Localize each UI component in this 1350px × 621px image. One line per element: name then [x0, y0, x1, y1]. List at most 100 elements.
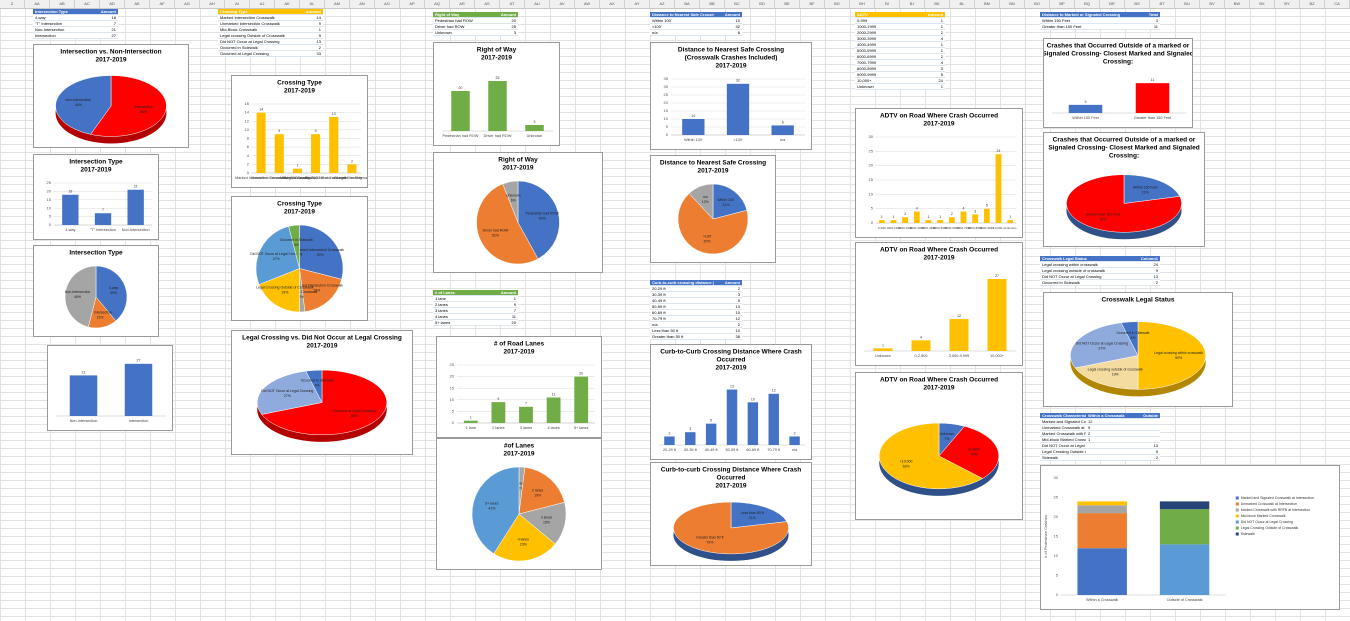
chart-title: 2017-2019 — [502, 165, 533, 172]
chart-panel: Distance to Nearest Safe Crossing (Crossw… — [650, 42, 812, 150]
data-label: 12 — [957, 314, 961, 318]
column-header: AU — [525, 0, 550, 8]
chart-panel: Right of Way 2017-2019 Pedestrian had ROW 2… — [433, 42, 560, 146]
slice-label: Non-Intersection — [65, 98, 91, 102]
cell: 2 — [1155, 280, 1158, 285]
cell: Within 150 Feet — [1042, 18, 1071, 23]
cell: 10 — [735, 310, 740, 315]
cell: 24 — [1153, 262, 1158, 267]
table-row: Within 100' 10 — [650, 18, 742, 24]
cell: Legal crossing Outside of Crosswalk — [220, 33, 285, 38]
cell: 1 — [940, 42, 943, 47]
data-label: 9 — [278, 129, 280, 133]
data-label: 27 — [137, 359, 141, 363]
data-label: 1 — [939, 215, 941, 219]
data-label: 10 — [691, 114, 695, 118]
data-label: 1 — [893, 215, 895, 219]
x-tick-label: Unknown — [527, 134, 543, 138]
chart-title: Intersection Type — [69, 250, 123, 257]
chart: ADTV on Road Where Crash Occurred2017-20… — [864, 247, 1016, 358]
chart-title: Curb-to-Curb Crossing Distance Where Cra… — [660, 349, 802, 356]
table-row: Intersection 27 — [33, 33, 118, 39]
table-row: 6000-6999 2 — [855, 54, 945, 60]
column-header: BQ — [1075, 0, 1100, 8]
table-row: Marked and Signaled Crosswalk at Interse… — [1040, 419, 1160, 425]
legend-label: Marked and Signaled Crosswalk at Interse… — [1241, 496, 1314, 500]
cell: Non-Intersection — [35, 27, 65, 32]
chart-title: Crossing Type — [277, 201, 322, 208]
cell: 0-999 — [857, 18, 868, 23]
bar — [878, 220, 885, 223]
cell: Legal Crossing Outside of Crosswalk — [1042, 449, 1086, 454]
table-row: 1 lane 1 — [433, 296, 518, 302]
bar — [705, 423, 717, 445]
bar — [491, 402, 506, 423]
data-label: 2 — [351, 159, 353, 163]
x-tick-label: 20-29 ft — [663, 448, 677, 452]
column-header: BT — [1150, 0, 1175, 8]
slice-label: Legal Crossing Outside of Crosswalk — [256, 286, 314, 290]
bar — [995, 154, 1002, 223]
x-tick-label: Within a Crosswalk — [1086, 598, 1118, 602]
chart: Curb-to-curb Crossing Distance Where Cra… — [661, 467, 801, 561]
cell: 20 — [511, 320, 516, 325]
slice-label: Unmarked Intersection Crosswalk — [291, 283, 344, 287]
slice-label: Occurred in Sidewalk — [1116, 331, 1149, 335]
table-row: Did NOT Occur at Legal Crossing 13 — [218, 39, 323, 45]
column-header: BV — [1200, 0, 1225, 8]
slice-label: Legal crossing outside of crosswalk — [1088, 368, 1143, 372]
chart: 0 5 10 15 20 25 30 # of Pedestrian Crashes Withi… — [1043, 475, 1314, 602]
cell: Unmarked Intersection Crosswalk — [220, 21, 280, 26]
cell: Within 100' — [652, 18, 672, 23]
chart-title: Right of Way — [498, 157, 538, 164]
slice-value: 15% — [543, 521, 550, 525]
table-row: 3000-3999 4 — [855, 36, 945, 42]
cell: 4 lanes — [435, 314, 448, 319]
pie-slice — [493, 513, 556, 562]
cell: 10,000+ — [857, 78, 872, 83]
table-row: Legal crossing within crosswalk 24 — [1040, 262, 1160, 268]
legend-label: Marked Crosswalk with RRFB at Intersecti… — [1241, 508, 1310, 512]
data-label: 2 — [794, 431, 796, 435]
y-tick-label: 25 — [664, 92, 669, 97]
bar — [546, 397, 561, 423]
table-row: Legal crossing outside of crosswalk 9 — [1040, 268, 1160, 274]
table-header: Crosswalk Characteristic Within a Crosswa… — [1040, 413, 1160, 419]
x-tick-label: 2,500-9,999 — [949, 354, 969, 358]
chart: Distance to Nearest Safe Crossing(Crossw… — [664, 47, 805, 142]
pie-slice — [256, 370, 323, 415]
legend-label: Did NOT Occur at Legal Crossing — [1241, 520, 1293, 524]
bar — [913, 211, 920, 223]
data-label: 4 — [963, 206, 965, 210]
slice-label: Less than 50 ft — [741, 511, 764, 515]
chart-title: 2017-2019 — [284, 88, 315, 95]
slice-value: 7% — [944, 437, 949, 441]
cell — [1086, 443, 1132, 448]
chart: Crashes that Occurred Outside of a marke… — [1044, 43, 1192, 120]
table: # of Lanes Amount 1 lane 1 2 lanes 9 3 lanes 7 4… — [433, 290, 518, 326]
pie-slice — [476, 183, 539, 265]
x-tick-label: "T" Intersection — [90, 228, 116, 232]
y-tick-label: 10 — [1054, 553, 1059, 558]
chart-title: Crossing Type — [277, 80, 322, 87]
cell: 1 — [940, 24, 943, 29]
x-tick-label: 4000-4999 — [921, 226, 936, 230]
slice-value: 21% — [1142, 190, 1149, 194]
cell: 1 lane — [435, 296, 446, 301]
cell: 2 — [737, 322, 740, 327]
column-header: AH — [200, 0, 225, 8]
y-axis-label: # of Pedestrian Crashes — [1043, 515, 1048, 558]
cell: 9 — [318, 21, 321, 26]
data-label: 18 — [68, 190, 72, 194]
chart-title: 2017-2019 — [481, 55, 512, 62]
table: Distance to Marked or Signaled Crossing T… — [1040, 12, 1160, 30]
chart-title: Crossing: — [1103, 59, 1133, 66]
slice-label: Occurred in Sidewalk — [301, 379, 334, 383]
slice-value: 46% — [74, 295, 81, 299]
table: Distance to Nearest Safe Crossing Amount W… — [650, 12, 742, 36]
chart-panel: Intersection vs. Non-Intersection 2017-20… — [33, 44, 189, 148]
bar-segment — [1159, 544, 1210, 595]
cell: 1 — [513, 296, 516, 301]
table-header: ADTV Amount — [855, 12, 945, 18]
